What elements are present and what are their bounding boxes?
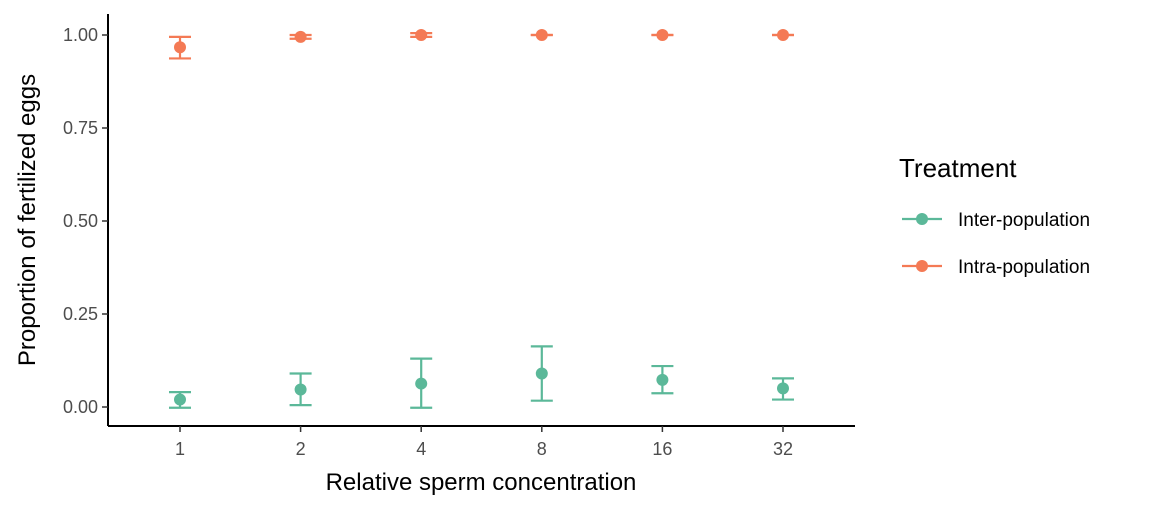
legend-key-point [916,213,928,225]
series-inter-population [169,345,794,409]
data-point [777,29,789,41]
plot-area [169,29,794,409]
y-axis-title: Proportion of fertilized eggs [14,74,41,366]
y-tick-label: 0.50 [63,211,98,231]
series-intra-population [169,29,794,60]
y-tick-label: 0.00 [63,397,98,417]
legend-key-point [916,260,928,272]
x-axis-title: Relative sperm concentration [326,469,637,496]
data-point [535,29,548,41]
y-tick-label: 1.00 [63,25,98,45]
x-tick-label: 8 [537,439,547,459]
x-tick-label: 4 [416,439,426,459]
y-tick-label: 0.25 [63,304,98,324]
data-point [415,377,428,390]
data-point [777,382,789,395]
x-tick-label: 32 [773,439,793,459]
data-point [294,383,307,396]
data-point [656,373,669,386]
x-tick-label: 16 [652,439,672,459]
y-tick-label: 0.75 [63,118,98,138]
y-axis: 0.00 0.25 0.50 0.75 1.00 [63,14,109,426]
legend-label: Inter-population [958,210,1090,231]
x-tick-label: 2 [296,439,306,459]
data-point [415,29,428,41]
data-point [174,393,186,406]
legend: Treatment Inter-population Intra-populati… [899,153,1090,278]
data-point [656,29,669,41]
x-tick-label: 1 [175,439,185,459]
data-point [535,367,548,380]
legend-label: Intra-population [958,257,1090,278]
x-axis: 1 2 4 8 16 32 [108,425,855,459]
data-point [174,41,186,54]
legend-title: Treatment [899,153,1017,183]
data-point [294,30,307,43]
